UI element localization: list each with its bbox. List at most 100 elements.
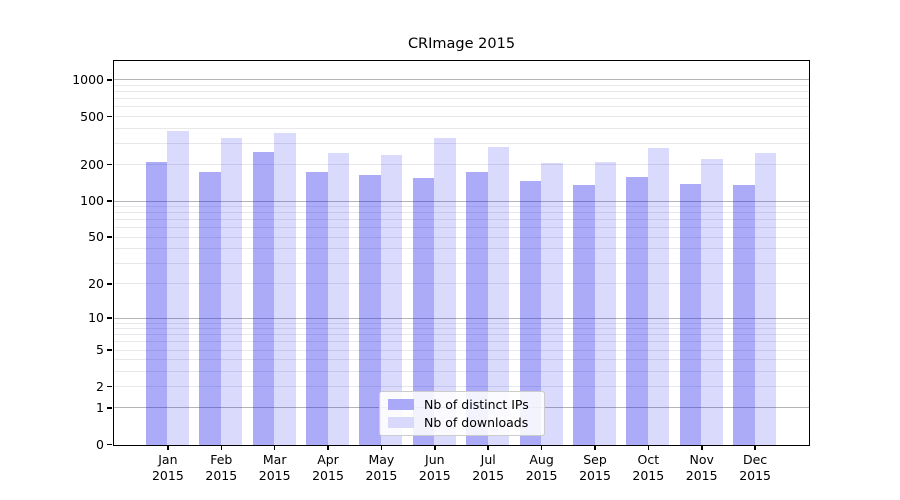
x-tick-mark — [380, 446, 383, 450]
gridline-minor — [114, 106, 809, 108]
legend-swatch-downloads — [388, 417, 414, 428]
x-tick-mark — [594, 446, 596, 450]
x-tick-mark — [701, 446, 703, 450]
gridline-minor — [114, 91, 809, 93]
gridline-minor — [114, 359, 809, 361]
x-tick-label-nov: Nov 2015 — [685, 452, 718, 483]
x-tick-mark — [273, 446, 276, 450]
y-tick-label: 2 — [96, 378, 104, 394]
gridline-minor — [114, 98, 809, 100]
legend-item-downloads: Nb of downloads — [388, 416, 536, 429]
y-tick-mark — [107, 79, 112, 81]
y-tick-mark — [107, 115, 112, 118]
x-tick-mark — [220, 446, 222, 450]
y-tick-mark — [107, 407, 112, 409]
bar-downloads-sep — [594, 161, 616, 445]
x-tick-mark — [434, 446, 436, 450]
bar-distinct-ips-may — [359, 174, 381, 445]
bar-downloads-aug — [541, 162, 563, 445]
x-tick-mark — [487, 446, 489, 450]
y-tick-label: 20 — [88, 275, 104, 291]
gridline-minor — [114, 227, 809, 229]
x-tick-mark — [754, 446, 756, 450]
gridline-minor — [114, 212, 809, 214]
bar-downloads-jul — [487, 146, 510, 445]
bar-distinct-ips-sep — [573, 184, 595, 445]
y-tick-mark — [107, 317, 112, 319]
y-tick-label: 100 — [80, 193, 104, 208]
gridline-major — [114, 200, 809, 202]
bar-distinct-ips-feb — [199, 171, 221, 445]
y-tick-label: 1 — [96, 399, 104, 415]
y-tick-label: 500 — [80, 108, 104, 124]
bar-distinct-ips-jan — [145, 162, 168, 445]
legend-item-distinct-ips: Nb of distinct IPs — [388, 398, 536, 411]
bar-downloads-jun — [434, 137, 456, 445]
bar-distinct-ips-apr — [306, 171, 328, 445]
gridline-minor — [114, 236, 809, 238]
gridline-minor — [114, 85, 809, 86]
x-tick-label-mar: Mar 2015 — [258, 452, 291, 483]
bar-downloads-oct — [647, 147, 670, 445]
gridline-minor — [114, 341, 809, 343]
gridline-minor — [114, 386, 809, 387]
bar-downloads-dec — [754, 152, 777, 445]
gridline-minor — [114, 349, 809, 351]
y-tick-mark — [107, 385, 112, 388]
y-tick-mark — [107, 200, 112, 202]
gridline-minor — [114, 219, 809, 221]
x-tick-label-oct: Oct 2015 — [632, 452, 665, 483]
chart-title: CRImage 2015 — [407, 36, 516, 52]
x-tick-label-sep: Sep 2015 — [579, 452, 611, 483]
bar-distinct-ips-jul — [466, 171, 488, 445]
bar-downloads-apr — [327, 153, 349, 445]
x-tick-mark — [167, 446, 169, 450]
x-tick-label-feb: Feb 2015 — [205, 452, 238, 483]
bar-distinct-ips-oct — [626, 176, 648, 445]
bar-downloads-nov — [701, 158, 723, 445]
y-tick-mark — [107, 236, 112, 238]
bar-distinct-ips-dec — [733, 184, 755, 445]
gridline-minor — [114, 116, 809, 117]
gridline-minor — [114, 370, 809, 372]
legend-label-downloads: Nb of downloads — [424, 415, 529, 430]
gridline-minor — [114, 322, 809, 324]
gridline-minor — [114, 142, 809, 144]
x-tick-label-may: May 2015 — [365, 452, 398, 483]
bar-distinct-ips-mar — [252, 151, 275, 445]
legend: Nb of distinct IPs Nb of downloads — [379, 391, 545, 436]
y-tick-mark — [107, 443, 112, 446]
y-tick-mark — [107, 163, 112, 166]
x-tick-label-dec: Dec 2015 — [739, 452, 771, 483]
x-tick-mark — [540, 446, 543, 450]
bar-downloads-feb — [220, 137, 243, 445]
legend-swatch-distinct-ips — [388, 399, 414, 410]
gridline-minor — [114, 248, 809, 249]
gridline-minor — [114, 127, 809, 129]
y-tick-label: 0 — [96, 436, 104, 452]
gridline-major — [114, 317, 809, 319]
gridline-minor — [114, 262, 809, 264]
bar-downloads-jan — [167, 130, 189, 445]
gridline-minor — [114, 206, 809, 207]
x-tick-mark — [647, 446, 650, 450]
plot-area: Nb of distinct IPs Nb of downloads — [113, 60, 810, 446]
bar-distinct-ips-nov — [679, 183, 702, 445]
x-tick-label-jan: Jan 2015 — [151, 452, 184, 483]
gridline-minor — [114, 283, 809, 285]
y-tick-mark — [107, 349, 112, 351]
bar-distinct-ips-aug — [519, 180, 542, 445]
y-tick-label: 5 — [96, 342, 104, 357]
y-tick-mark — [107, 283, 112, 285]
x-tick-label-jun: Jun 2015 — [418, 452, 451, 483]
y-tick-label: 10 — [88, 310, 104, 325]
y-tick-label: 50 — [88, 229, 104, 244]
x-tick-label-apr: Apr 2015 — [312, 452, 344, 483]
y-tick-label: 200 — [80, 156, 104, 172]
gridline-minor — [114, 328, 809, 330]
bar-downloads-may — [380, 154, 403, 445]
bar-downloads-mar — [274, 132, 296, 445]
y-tick-label: 1000 — [72, 71, 104, 87]
gridline-minor — [114, 334, 809, 336]
